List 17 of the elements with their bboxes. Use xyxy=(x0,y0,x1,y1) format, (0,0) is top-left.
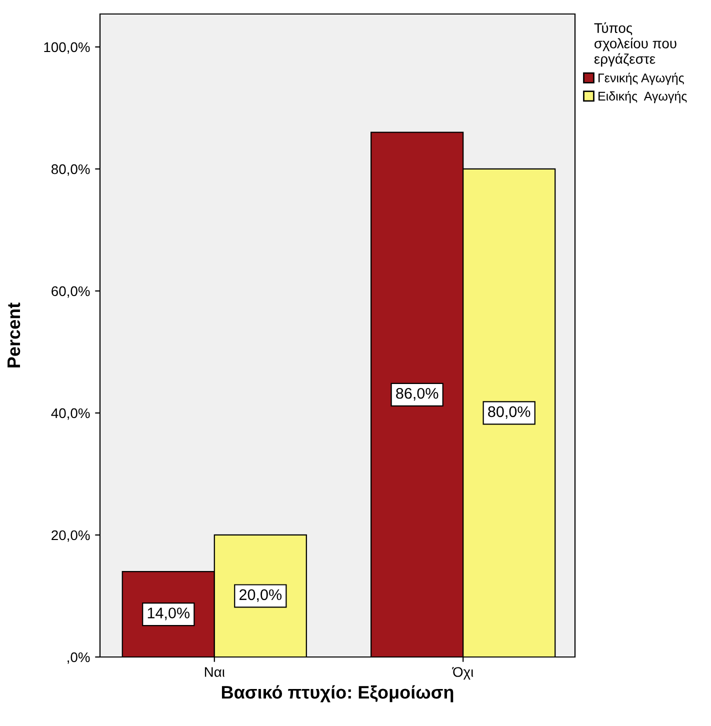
y-tick-label: 60,0% xyxy=(52,286,90,298)
y-tick-label: 80,0% xyxy=(52,164,90,176)
y-tick-label: 100,0% xyxy=(44,42,90,54)
y-tick-label: 20,0% xyxy=(52,530,90,542)
x-axis-title: Βασικό πτυχίο: Εξομοίωση xyxy=(222,685,454,702)
data-label: 80,0% xyxy=(488,406,530,419)
y-tick-label: ,0% xyxy=(68,652,90,664)
data-label: 20,0% xyxy=(240,589,282,602)
legend-title: Τύπος σχολείου που εργάζεστε xyxy=(594,22,676,67)
x-tick-label: Όχι xyxy=(452,667,474,680)
y-tick-label: 40,0% xyxy=(51,408,90,420)
data-label: 86,0% xyxy=(396,388,438,401)
x-tick-label: Ναι xyxy=(204,667,225,677)
y-axis-title: Percent xyxy=(8,302,20,368)
legend-label: Ειδικής Αγωγής xyxy=(598,91,687,104)
legend-label: Γενικής Αγωγής xyxy=(598,72,684,85)
data-label: 14,0% xyxy=(148,608,190,620)
